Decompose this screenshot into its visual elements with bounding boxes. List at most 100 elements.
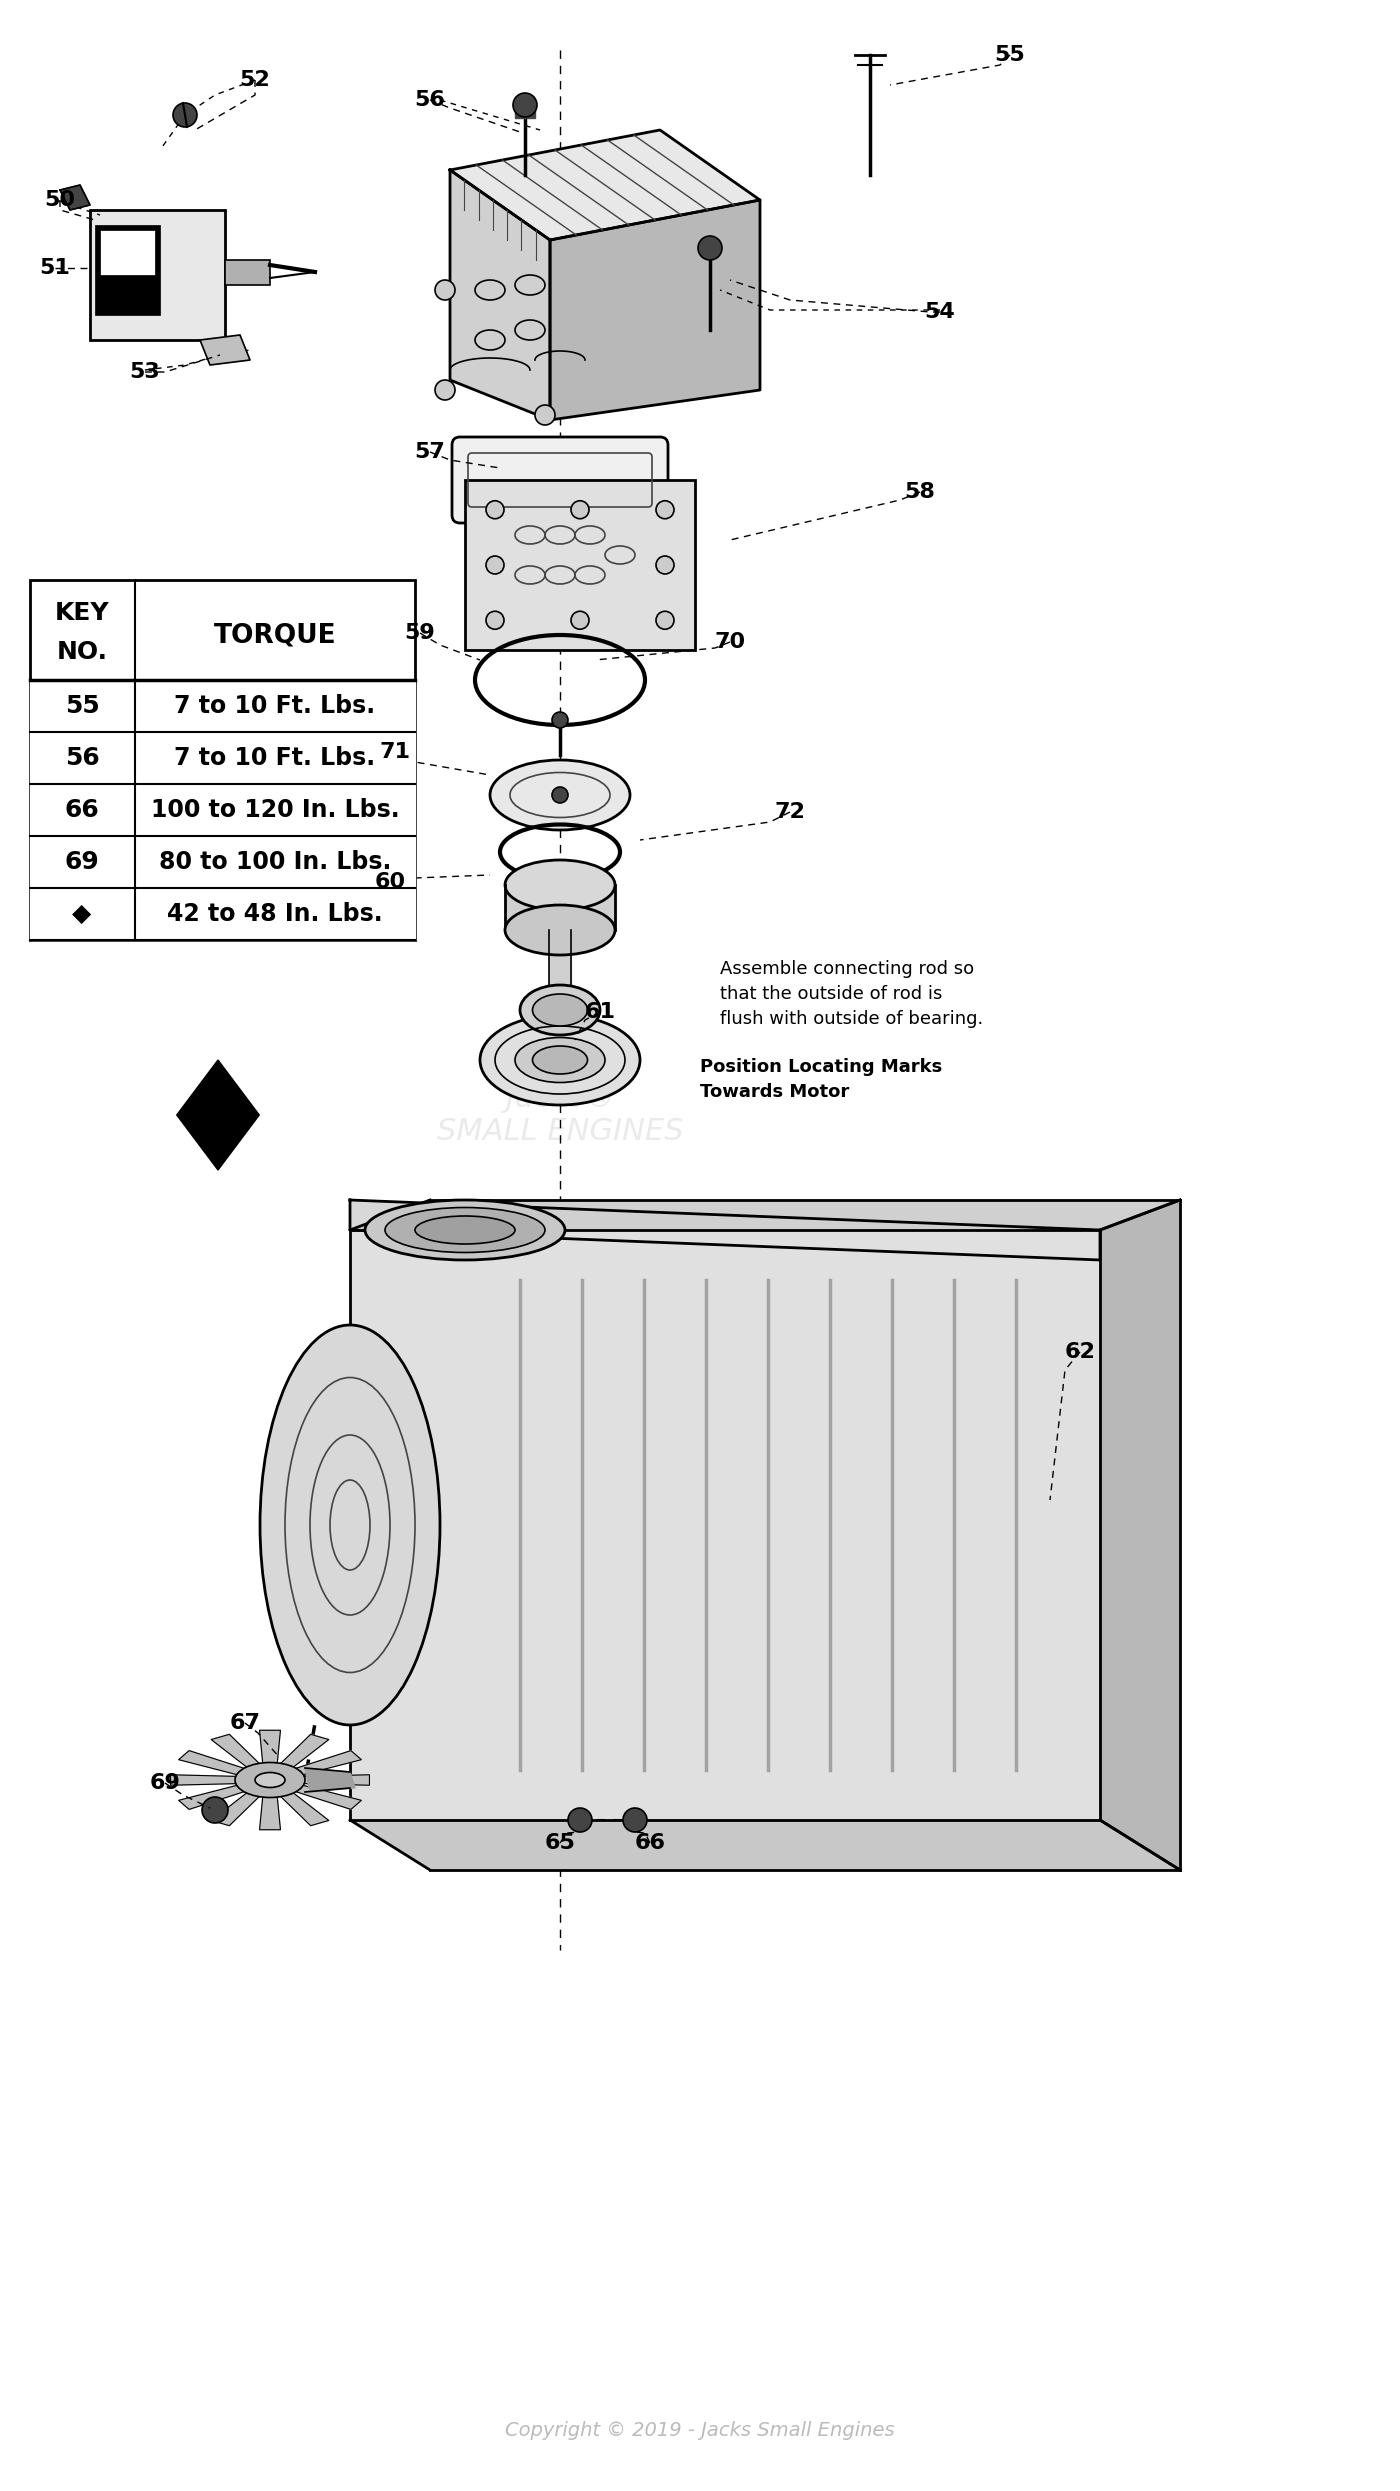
Polygon shape — [211, 1734, 259, 1766]
Text: KEY: KEY — [55, 600, 109, 625]
Bar — [225, 259, 270, 284]
Ellipse shape — [532, 1046, 588, 1074]
Polygon shape — [449, 130, 760, 239]
Text: Jacks®
SMALL ENGINES: Jacks® SMALL ENGINES — [437, 1084, 683, 1146]
Circle shape — [657, 501, 673, 518]
Text: 56: 56 — [414, 90, 445, 110]
Circle shape — [174, 102, 197, 127]
Text: Copyright © 2019 - Jacks Small Engines: Copyright © 2019 - Jacks Small Engines — [505, 2421, 895, 2439]
Bar — [29, 580, 414, 939]
Text: 61: 61 — [585, 1001, 616, 1021]
Circle shape — [571, 501, 589, 518]
Text: 59: 59 — [405, 623, 435, 643]
Text: 72: 72 — [774, 802, 805, 822]
Text: 50: 50 — [45, 189, 76, 209]
Ellipse shape — [515, 1036, 605, 1084]
Ellipse shape — [260, 1325, 440, 1724]
Ellipse shape — [414, 1216, 515, 1243]
Circle shape — [568, 1808, 592, 1831]
Polygon shape — [515, 110, 535, 117]
Ellipse shape — [505, 859, 615, 909]
Ellipse shape — [365, 1201, 566, 1260]
Polygon shape — [60, 184, 90, 209]
Text: TORQUE: TORQUE — [214, 623, 336, 648]
Text: 80 to 100 In. Lbs.: 80 to 100 In. Lbs. — [158, 849, 391, 874]
Text: 54: 54 — [924, 301, 955, 321]
Ellipse shape — [490, 760, 630, 830]
Text: 66: 66 — [64, 797, 99, 822]
Polygon shape — [176, 1061, 259, 1171]
Polygon shape — [171, 1774, 235, 1786]
Polygon shape — [350, 1231, 1100, 1821]
Circle shape — [486, 555, 504, 573]
Polygon shape — [29, 785, 414, 837]
Text: 51: 51 — [39, 259, 70, 279]
Text: Assemble connecting rod so
that the outside of rod is
flush with outside of bear: Assemble connecting rod so that the outs… — [720, 959, 983, 1029]
Polygon shape — [200, 334, 251, 366]
Polygon shape — [304, 1774, 370, 1786]
Circle shape — [657, 610, 673, 630]
Polygon shape — [179, 1751, 244, 1774]
Polygon shape — [350, 1201, 1180, 1231]
Text: 7 to 10 Ft. Lbs.: 7 to 10 Ft. Lbs. — [175, 745, 375, 770]
Text: 70: 70 — [714, 633, 746, 653]
Polygon shape — [350, 1201, 1100, 1260]
Text: 62: 62 — [1064, 1343, 1095, 1363]
Text: Position Locating Marks
Towards Motor: Position Locating Marks Towards Motor — [700, 1059, 942, 1101]
Ellipse shape — [505, 904, 615, 954]
Text: 57: 57 — [414, 441, 445, 461]
Ellipse shape — [385, 1208, 545, 1253]
FancyBboxPatch shape — [452, 436, 668, 523]
Polygon shape — [29, 837, 414, 887]
Circle shape — [623, 1808, 647, 1831]
Polygon shape — [211, 1794, 259, 1826]
Polygon shape — [295, 1751, 361, 1774]
Text: 58: 58 — [904, 481, 935, 503]
Ellipse shape — [235, 1764, 305, 1799]
Circle shape — [535, 406, 554, 426]
Ellipse shape — [519, 984, 601, 1034]
Polygon shape — [350, 1821, 1180, 1871]
Circle shape — [486, 610, 504, 630]
Polygon shape — [295, 1786, 361, 1808]
Polygon shape — [29, 887, 414, 939]
Polygon shape — [449, 169, 550, 421]
Circle shape — [657, 555, 673, 573]
Circle shape — [435, 279, 455, 299]
Text: 53: 53 — [130, 361, 161, 381]
Text: 100 to 120 In. Lbs.: 100 to 120 In. Lbs. — [151, 797, 399, 822]
Ellipse shape — [255, 1774, 286, 1789]
Circle shape — [512, 92, 538, 117]
Bar — [95, 224, 160, 314]
Polygon shape — [505, 884, 615, 929]
Polygon shape — [305, 1769, 356, 1791]
Text: 65: 65 — [545, 1833, 575, 1853]
Bar — [99, 229, 155, 274]
Text: ◆: ◆ — [73, 902, 91, 927]
Polygon shape — [549, 929, 571, 999]
Circle shape — [435, 381, 455, 401]
Polygon shape — [259, 1731, 280, 1764]
Polygon shape — [29, 732, 414, 785]
Text: 52: 52 — [239, 70, 270, 90]
Polygon shape — [29, 680, 414, 732]
Circle shape — [486, 501, 504, 518]
Text: 69: 69 — [150, 1774, 181, 1794]
Text: 42 to 48 In. Lbs.: 42 to 48 In. Lbs. — [167, 902, 382, 927]
Polygon shape — [179, 1786, 244, 1808]
Bar — [90, 209, 225, 339]
Polygon shape — [281, 1794, 329, 1826]
Polygon shape — [281, 1734, 329, 1766]
Text: NO.: NO. — [56, 640, 108, 665]
Circle shape — [552, 712, 568, 727]
Text: 60: 60 — [374, 872, 406, 892]
Circle shape — [202, 1796, 228, 1823]
Polygon shape — [259, 1796, 280, 1831]
Ellipse shape — [532, 994, 588, 1026]
Circle shape — [552, 787, 568, 802]
Text: 67: 67 — [230, 1714, 260, 1734]
Ellipse shape — [480, 1014, 640, 1106]
Text: 71: 71 — [379, 742, 410, 762]
Circle shape — [571, 610, 589, 630]
Text: 69: 69 — [64, 849, 99, 874]
